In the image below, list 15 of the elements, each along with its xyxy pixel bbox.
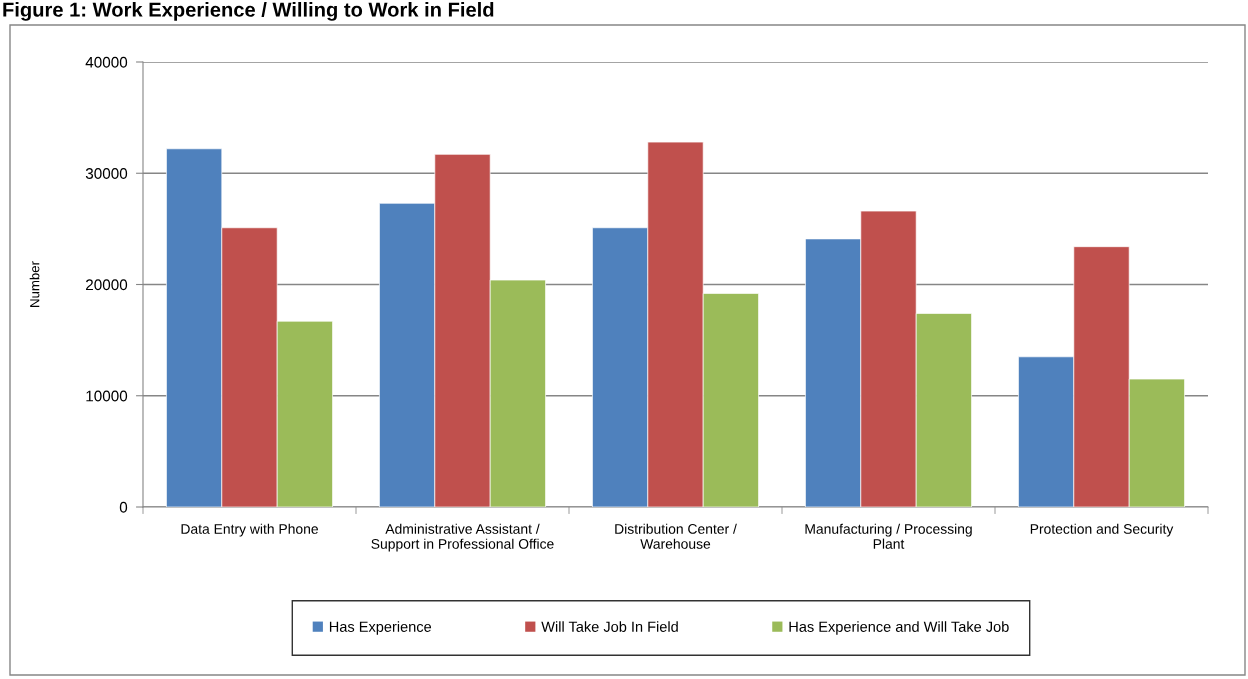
x-tick-label: Distribution Center / Warehouse bbox=[615, 523, 737, 549]
y-tick-label: 10000 bbox=[86, 390, 128, 402]
y-axis-title: Number bbox=[29, 261, 40, 307]
x-tick-label: Administrative Assistant / Support in Professional Office bbox=[371, 523, 554, 552]
x-tick-label: Protection and Security bbox=[1030, 523, 1174, 537]
y-tick-label: 0 bbox=[119, 501, 128, 513]
legend-label: Will Take Job In Field bbox=[541, 621, 678, 632]
x-tick-label: Data Entry with Phone bbox=[181, 523, 318, 537]
y-tick-label: 30000 bbox=[85, 168, 128, 179]
chart-title: Figure 1: Work Experience / Willing to Work in Field bbox=[3, 2, 494, 21]
legend-label: Has Experience and Will Take Job bbox=[789, 621, 1009, 635]
y-tick-label: 20000 bbox=[86, 279, 128, 291]
x-tick-label: Manufacturing / Processing Plant bbox=[805, 523, 972, 549]
y-tick-label: 40000 bbox=[85, 56, 128, 68]
legend-label: Has Experience bbox=[329, 621, 432, 635]
